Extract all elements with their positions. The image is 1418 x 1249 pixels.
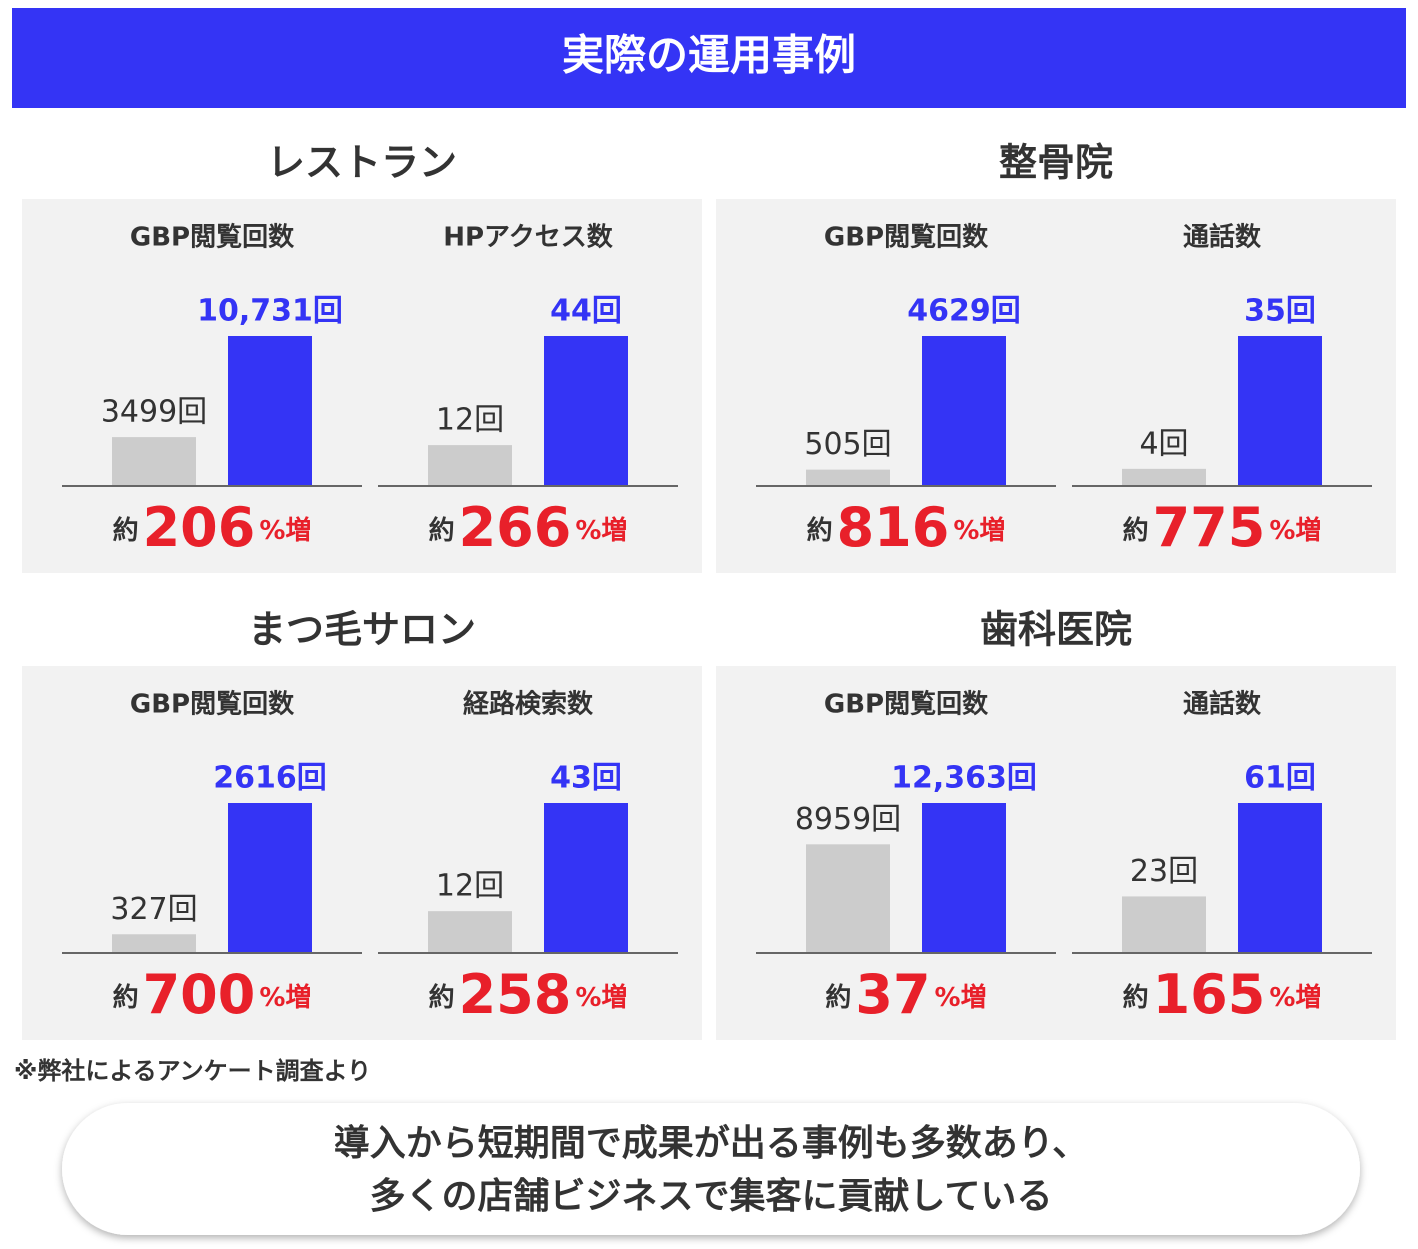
- value-label: 3499回: [101, 395, 207, 430]
- change-annotation: 約775 %増: [1123, 496, 1322, 559]
- change-value: 775: [1153, 496, 1266, 559]
- message-line: 多くの店舗ビジネスで集客に貢献している: [370, 1176, 1053, 1217]
- change-value: 165: [1153, 963, 1266, 1026]
- bar: [922, 803, 1006, 953]
- value-label: 23回: [1130, 854, 1198, 889]
- change-annotation: 約258 %増: [429, 963, 628, 1026]
- change-suffix: %増: [259, 516, 311, 546]
- bar: [806, 469, 890, 486]
- chart-title: 通話数: [1183, 222, 1262, 253]
- page-title: 実際の運用事例: [562, 31, 856, 80]
- change-prefix: 約: [429, 515, 455, 546]
- value-label: 8959回: [795, 802, 901, 837]
- change-prefix: 約: [807, 515, 833, 546]
- change-annotation: 約266 %増: [429, 496, 628, 559]
- chart-title: GBP閲覧回数: [130, 690, 295, 720]
- chart-title: GBP閲覧回数: [824, 690, 989, 720]
- change-suffix: %増: [259, 983, 311, 1013]
- value-label: 327回: [110, 892, 197, 927]
- change-prefix: 約: [1123, 515, 1149, 546]
- bar: [1122, 896, 1206, 953]
- value-label: 61回: [1244, 761, 1316, 796]
- change-annotation: 約700 %増: [113, 963, 312, 1026]
- change-suffix: %増: [1269, 983, 1321, 1013]
- chart-title: HPアクセス数: [443, 223, 614, 253]
- change-prefix: 約: [825, 982, 851, 1013]
- change-prefix: 約: [113, 515, 139, 546]
- change-prefix: 約: [1123, 982, 1149, 1013]
- bar: [228, 803, 312, 953]
- chart-title: GBP閲覧回数: [824, 223, 989, 253]
- value-label: 44回: [550, 294, 622, 329]
- change-suffix: %増: [1269, 516, 1321, 546]
- change-value: 816: [837, 496, 950, 559]
- value-label: 2616回: [213, 761, 327, 796]
- change-suffix: %増: [575, 983, 627, 1013]
- bar: [228, 336, 312, 486]
- change-suffix: %増: [935, 983, 987, 1013]
- value-label: 35回: [1244, 294, 1316, 329]
- chart-title: 経路検索数: [463, 689, 594, 720]
- section-title: レストラン: [267, 141, 457, 185]
- value-label: 10,731回: [197, 294, 343, 329]
- bar: [1122, 468, 1206, 486]
- chart-title: GBP閲覧回数: [130, 223, 295, 253]
- change-value: 258: [459, 963, 572, 1026]
- bar: [1238, 803, 1322, 953]
- value-label: 43回: [550, 761, 622, 796]
- bar: [806, 844, 890, 953]
- bar: [922, 336, 1006, 486]
- change-prefix: 約: [429, 982, 455, 1013]
- value-label: 505回: [804, 427, 891, 462]
- value-label: 4629回: [907, 294, 1021, 329]
- value-label: 12回: [436, 403, 504, 438]
- change-prefix: 約: [113, 982, 139, 1013]
- change-annotation: 約816 %増: [807, 496, 1006, 559]
- bar: [544, 803, 628, 953]
- change-suffix: %増: [953, 516, 1005, 546]
- change-value: 206: [143, 496, 256, 559]
- bar: [428, 911, 512, 953]
- chart-title: 通話数: [1183, 689, 1262, 720]
- footnote: ※弊社によるアンケート調査より: [14, 1057, 371, 1085]
- value-label: 12,363回: [891, 761, 1037, 796]
- change-value: 37: [855, 963, 930, 1026]
- header-band: [12, 8, 1406, 108]
- change-annotation: 約206 %増: [113, 496, 312, 559]
- bar: [1238, 336, 1322, 486]
- change-value: 700: [143, 963, 256, 1026]
- section-title: まつ毛サロン: [248, 608, 476, 652]
- bar: [428, 445, 512, 486]
- bar: [544, 336, 628, 486]
- change-annotation: 約165 %増: [1123, 963, 1322, 1026]
- bar: [112, 437, 196, 486]
- value-label: 4回: [1139, 426, 1188, 461]
- section-title: 歯科医院: [980, 608, 1132, 652]
- change-annotation: 約37 %増: [825, 963, 986, 1026]
- message-box: [62, 1103, 1360, 1235]
- section-title: 整骨院: [999, 141, 1113, 185]
- change-value: 266: [459, 496, 572, 559]
- change-suffix: %増: [575, 516, 627, 546]
- message-line: 導入から短期間で成果が出る事例も多数あり、: [334, 1123, 1089, 1164]
- bar: [112, 934, 196, 953]
- value-label: 12回: [436, 869, 504, 904]
